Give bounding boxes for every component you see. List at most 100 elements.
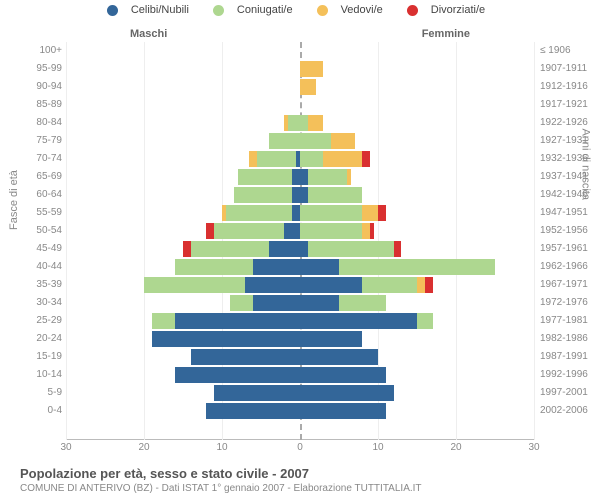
bar-segment <box>300 133 331 149</box>
gridline <box>534 42 535 440</box>
legend: Celibi/Nubili Coniugati/e Vedovi/e Divorzia… <box>0 4 600 19</box>
bar-segment <box>394 241 402 257</box>
bar-segment <box>339 295 386 311</box>
year-label: 1992-1996 <box>540 369 588 380</box>
bar-segment <box>370 223 374 239</box>
x-tick-label: 20 <box>138 442 149 453</box>
pyramid-row <box>66 276 534 294</box>
bar-segment <box>206 403 300 419</box>
pyramid-row <box>66 240 534 258</box>
bar-segment <box>300 205 362 221</box>
pyramid-row <box>66 168 534 186</box>
year-label: 1917-1921 <box>540 99 588 110</box>
bar-segment <box>300 187 308 203</box>
legend-item: Coniugati/e <box>213 4 301 16</box>
pyramid-row <box>66 96 534 114</box>
pyramid-row <box>66 42 534 60</box>
population-pyramid: Celibi/Nubili Coniugati/e Vedovi/e Divorzia… <box>0 0 600 500</box>
year-label: 1997-2001 <box>540 387 588 398</box>
bar-segment <box>183 241 191 257</box>
x-tick-label: 30 <box>60 442 71 453</box>
year-label: 1957-1961 <box>540 243 588 254</box>
year-label: 1982-1986 <box>540 333 588 344</box>
bar-segment <box>300 349 378 365</box>
chart-title: Popolazione per età, sesso e stato civil… <box>20 466 422 481</box>
year-label: 1907-1911 <box>540 63 587 74</box>
bar-segment <box>175 259 253 275</box>
pyramid-row <box>66 78 534 96</box>
legend-item: Divorziati/e <box>407 4 493 16</box>
bar-segment <box>226 205 292 221</box>
age-label: 50-54 <box>20 225 62 236</box>
bar-segment <box>222 205 226 221</box>
bar-segment <box>249 151 257 167</box>
bar-segment <box>292 205 300 221</box>
bar-segment <box>257 151 296 167</box>
year-label: 1972-1976 <box>540 297 588 308</box>
age-label: 10-14 <box>20 369 62 380</box>
legend-label: Vedovi/e <box>341 4 383 16</box>
bar-segment <box>362 151 370 167</box>
age-label: 80-84 <box>20 117 62 128</box>
bar-segment <box>206 223 214 239</box>
age-label: 35-39 <box>20 279 62 290</box>
bar-segment <box>425 277 433 293</box>
bar-segment <box>214 385 300 401</box>
bar-segment <box>300 241 308 257</box>
bar-segment <box>300 61 323 77</box>
pyramid-row <box>66 222 534 240</box>
bar-segment <box>308 187 363 203</box>
bar-segment <box>152 313 175 329</box>
age-label: 15-19 <box>20 351 62 362</box>
pyramid-row <box>66 312 534 330</box>
legend-swatch <box>107 5 118 16</box>
year-label: 1932-1936 <box>540 153 588 164</box>
year-label: 1942-1946 <box>540 189 588 200</box>
x-tick-label: 30 <box>528 442 539 453</box>
female-header: Femmine <box>422 28 470 40</box>
age-label: 65-69 <box>20 171 62 182</box>
pyramid-row <box>66 150 534 168</box>
pyramid-row <box>66 348 534 366</box>
age-label: 20-24 <box>20 333 62 344</box>
legend-item: Celibi/Nubili <box>107 4 197 16</box>
bar-segment <box>175 313 300 329</box>
bar-segment <box>152 331 300 347</box>
year-label: 1947-1951 <box>540 207 588 218</box>
bar-segment <box>300 385 394 401</box>
age-label: 85-89 <box>20 99 62 110</box>
age-label: 40-44 <box>20 261 62 272</box>
age-label: 5-9 <box>20 387 62 398</box>
bar-segment <box>362 277 417 293</box>
chart-footer: Popolazione per età, sesso e stato civil… <box>20 466 422 494</box>
bar-segment <box>284 115 288 131</box>
bar-segment <box>300 79 316 95</box>
age-label: 75-79 <box>20 135 62 146</box>
legend-swatch <box>213 5 224 16</box>
bar-segment <box>300 115 308 131</box>
bar-segment <box>417 313 433 329</box>
age-label: 70-74 <box>20 153 62 164</box>
bar-segment <box>362 223 370 239</box>
bar-segment <box>300 313 417 329</box>
legend-label: Divorziati/e <box>431 4 485 16</box>
bar-segment <box>269 241 300 257</box>
x-tick-label: 10 <box>216 442 227 453</box>
x-tick-label: 20 <box>450 442 461 453</box>
pyramid-row <box>66 294 534 312</box>
x-tick-label: 0 <box>297 442 303 453</box>
pyramid-row <box>66 186 534 204</box>
bar-segment <box>300 331 362 347</box>
age-label: 60-64 <box>20 189 62 200</box>
age-label: 90-94 <box>20 81 62 92</box>
male-header: Maschi <box>130 28 167 40</box>
year-label: 1987-1991 <box>540 351 588 362</box>
pyramid-row <box>66 114 534 132</box>
legend-item: Vedovi/e <box>317 4 391 16</box>
bar-segment <box>191 349 300 365</box>
bar-segment <box>300 259 339 275</box>
bar-segment <box>175 367 300 383</box>
bar-segment <box>234 187 293 203</box>
bar-segment <box>238 169 293 185</box>
bar-segment <box>292 169 300 185</box>
